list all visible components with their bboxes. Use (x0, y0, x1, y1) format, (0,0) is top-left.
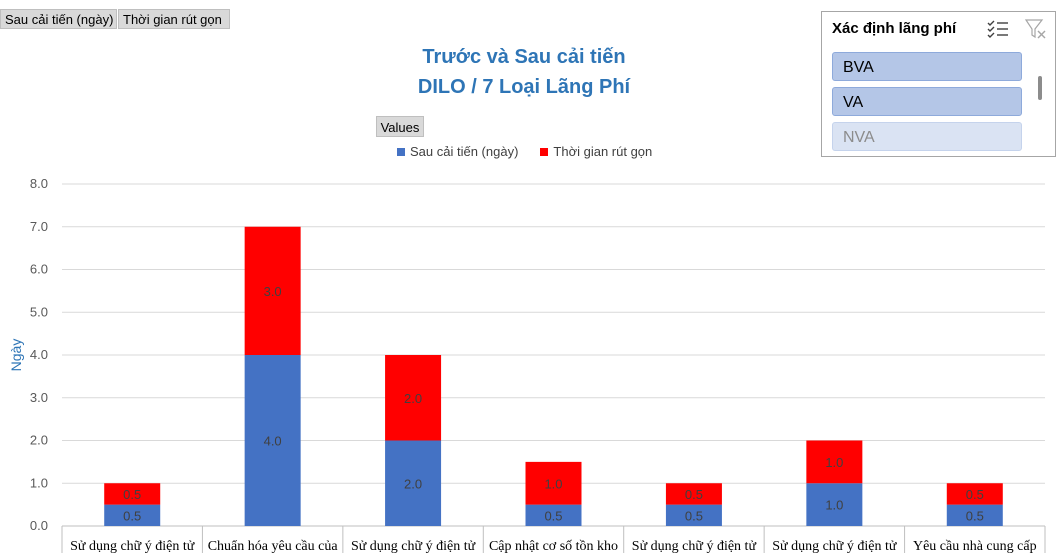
bar-after (385, 440, 442, 526)
y-tick-label: 5.0 (30, 304, 48, 319)
bar-reduced (946, 483, 1003, 505)
legend-label-reduced: Thời gian rút gọn (553, 144, 653, 159)
legend-item-reduced: Thời gian rút gọn (540, 144, 652, 159)
bar-after (665, 504, 722, 526)
y-tick-label: 7.0 (30, 219, 48, 234)
bar-after (525, 504, 582, 526)
field-button-after[interactable]: Sau cải tiến (ngày) (0, 9, 117, 29)
slicer-scroll-thumb[interactable] (1038, 76, 1042, 100)
y-tick-label: 1.0 (30, 475, 48, 490)
y-tick-label: 3.0 (30, 390, 48, 405)
data-label: 3.0 (264, 284, 282, 299)
data-label: 0.5 (123, 487, 141, 502)
bar-after (806, 483, 863, 526)
x-tick-label: Sử dụng chữ ý điện tử (632, 539, 757, 553)
data-label: 1.0 (544, 476, 562, 491)
legend-swatch-after (397, 147, 405, 156)
y-tick-label: 4.0 (30, 347, 48, 362)
x-tick-label: Sử dụng chữ ý điện tử (70, 539, 195, 553)
slicer-item-va[interactable]: VA (832, 87, 1022, 116)
slicer-panel[interactable]: Xác định lãng phí BVA VA NVA (821, 11, 1056, 157)
y-axis-label: Ngày (8, 339, 24, 372)
bar-reduced (665, 483, 722, 505)
slicer-title: Xác định lãng phí (832, 20, 957, 37)
data-label: 4.0 (264, 434, 282, 449)
data-label: 2.0 (404, 476, 422, 491)
legend-label-after: Sau cải tiến (ngày) (410, 144, 519, 159)
chart-subtitle: DILO / 7 Loại Lãng Phí (417, 76, 631, 98)
legend-item-after: Sau cải tiến (ngày) (397, 144, 518, 159)
bar-reduced (385, 355, 442, 441)
slicer-item-bva[interactable]: BVA (832, 52, 1022, 81)
bar-reduced (806, 440, 863, 484)
chart-title: Trước và Sau cải tiến (422, 46, 626, 68)
x-tick-label: Yêu cầu nhà cung cấp (913, 539, 1037, 553)
data-label: 1.0 (825, 498, 843, 513)
bar-reduced (244, 226, 301, 355)
y-tick-label: 0.0 (30, 518, 48, 533)
values-field-button[interactable]: Values (376, 116, 424, 137)
chart-legend: Sau cải tiến (ngày) Thời gian rút gọn (397, 144, 652, 159)
clear-filter-icon[interactable] (1024, 18, 1048, 40)
slicer-item-nva[interactable]: NVA (832, 122, 1022, 151)
data-label: 0.5 (685, 487, 703, 502)
y-tick-label: 8.0 (30, 176, 48, 191)
field-button-reduced[interactable]: Thời gian rút gọn (118, 9, 230, 29)
legend-swatch-reduced (540, 147, 549, 156)
x-tick-label: Chuẩn hóa yêu cầu của (208, 539, 339, 553)
x-tick-label: Cập nhật cơ số tồn kho (489, 539, 618, 553)
data-label: 0.5 (966, 508, 984, 523)
data-label: 0.5 (685, 508, 703, 523)
data-label: 1.0 (825, 455, 843, 470)
multi-select-icon[interactable] (986, 18, 1010, 40)
data-label: 2.0 (404, 391, 422, 406)
data-label: 0.5 (966, 487, 984, 502)
y-tick-label: 2.0 (30, 433, 48, 448)
data-label: 0.5 (544, 508, 562, 523)
slicer-scrollbar[interactable] (1036, 52, 1044, 152)
bar-after (946, 504, 1003, 526)
y-tick-label: 6.0 (30, 262, 48, 277)
bar-reduced (525, 461, 582, 505)
x-tick-label: Sử dụng chữ ý điện tử (351, 539, 476, 553)
x-tick-label: Sử dụng chữ ý điện tử (772, 539, 897, 553)
bar-after (104, 504, 161, 526)
bar-reduced (104, 483, 161, 505)
bar-after (244, 355, 301, 526)
data-label: 0.5 (123, 508, 141, 523)
